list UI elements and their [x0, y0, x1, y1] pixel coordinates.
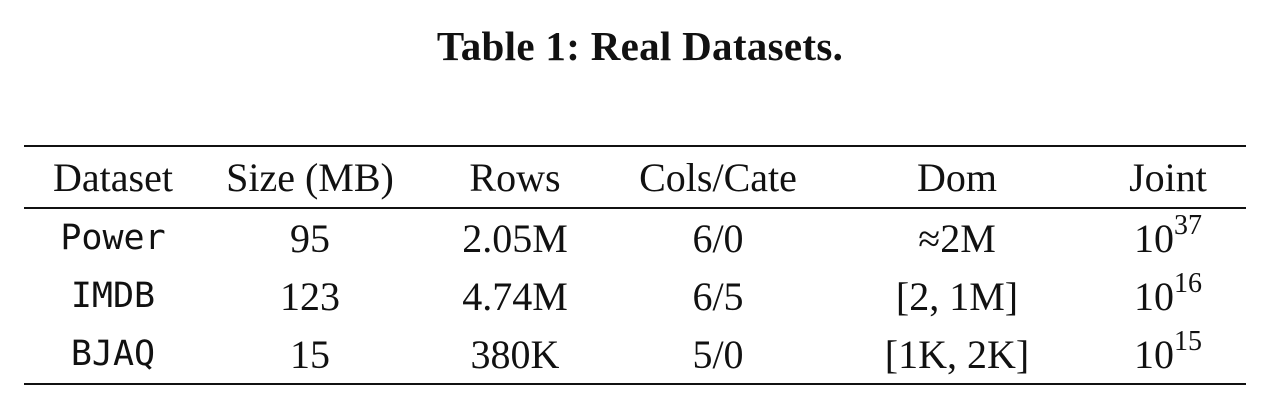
cell-rows: 2.05M	[462, 215, 568, 261]
joint-exponent: 16	[1174, 267, 1202, 299]
table-header-row: Dataset Size (MB) Rows Cols/Cate Dom Joi…	[24, 146, 1246, 208]
datasets-table: Dataset Size (MB) Rows Cols/Cate Dom Joi…	[24, 145, 1246, 385]
joint-base: 10	[1134, 215, 1174, 261]
column-header-dom: Dom	[917, 154, 997, 200]
cell-size: 95	[290, 215, 330, 261]
table-row: BJAQ 15 380K 5/0 [1K, 2K] 1015	[24, 325, 1246, 384]
table-row: Power 95 2.05M 6/0 ≈2M 1037	[24, 208, 1246, 267]
joint-exponent: 15	[1174, 325, 1202, 357]
cell-dataset: IMDB	[70, 276, 156, 316]
column-header-cols-cate: Cols/Cate	[639, 154, 797, 200]
table-row: IMDB 123 4.74M 6/5 [2, 1M] 1016	[24, 267, 1246, 325]
cell-size: 15	[290, 331, 330, 377]
joint-exponent: 37	[1174, 209, 1202, 241]
cell-rows: 380K	[470, 331, 560, 377]
column-header-size: Size (MB)	[226, 154, 394, 200]
cell-joint: 1037	[1090, 208, 1246, 267]
column-header-rows: Rows	[469, 154, 561, 200]
cell-dom: [1K, 2K]	[884, 331, 1030, 377]
cell-dom: ≈2M	[918, 215, 996, 261]
cell-dataset: Power	[60, 218, 166, 258]
cell-joint: 1015	[1090, 325, 1246, 384]
cell-rows: 4.74M	[462, 273, 568, 319]
table-caption: Table 1: Real Datasets.	[436, 23, 844, 69]
cell-cols-cate: 5/0	[692, 331, 744, 377]
joint-base: 10	[1134, 331, 1174, 377]
cell-cols-cate: 6/0	[692, 215, 744, 261]
cell-cols-cate: 6/5	[692, 273, 744, 319]
cell-dom: [2, 1M]	[895, 273, 1019, 319]
cell-size: 123	[280, 273, 340, 319]
column-header-dataset: Dataset	[53, 154, 173, 200]
column-header-joint: Joint	[1129, 154, 1207, 200]
joint-base: 10	[1134, 273, 1174, 319]
cell-joint: 1016	[1090, 267, 1246, 325]
cell-dataset: BJAQ	[70, 334, 156, 374]
